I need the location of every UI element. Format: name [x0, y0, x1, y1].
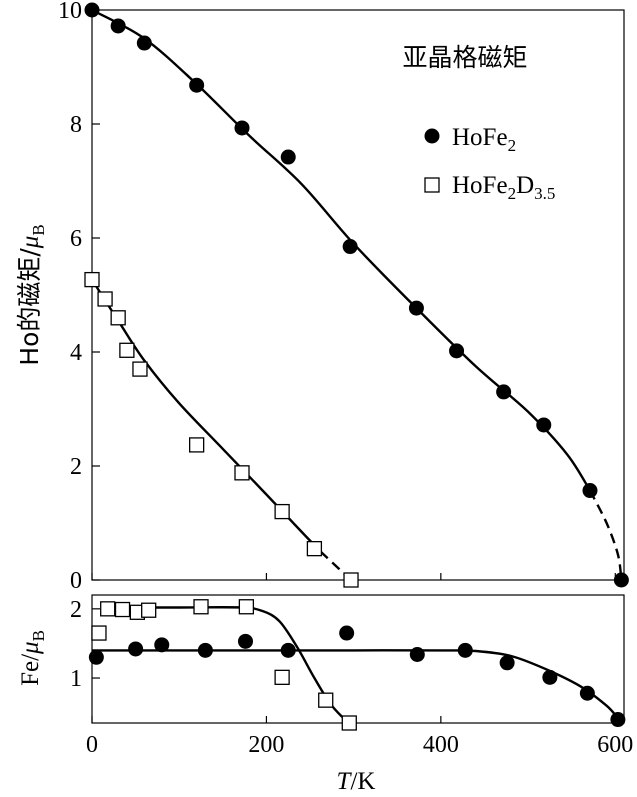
top-y-axis: 0 2 4 6 8 10: [58, 0, 100, 594]
top-point-hofe2d35-6: [234, 465, 250, 481]
top-point-hofe2-12: [613, 572, 629, 588]
chart-title: 亚晶格磁矩: [402, 43, 527, 72]
bottom-data-points: [88, 599, 626, 731]
bottom-y-axis-label: Fe/μB: [17, 630, 48, 686]
top-point-hofe2-0: [84, 2, 100, 18]
top-y-tick-label-4: 4: [70, 340, 82, 366]
top-y-tick-label-8: 8: [70, 112, 82, 138]
top-point-hofe2-6: [342, 239, 358, 255]
bottom-point-hofe2-7: [409, 647, 425, 663]
bottom-fit-curves: [92, 606, 619, 723]
bottom-point-hofe2-11: [579, 685, 595, 701]
top-point-hofe2-3: [189, 77, 205, 93]
bottom-point-hofe2d35-8: [318, 692, 334, 708]
top-point-hofe2d35-2: [110, 310, 126, 326]
bottom-y-tick-label-2: 2: [70, 597, 82, 623]
bottom-point-hofe2-3: [197, 642, 213, 658]
bottom-point-hofe2-10: [542, 669, 558, 685]
x-tick-label-600: 600: [597, 732, 633, 758]
top-point-hofe2-7: [408, 300, 424, 316]
top-fit-hofe2: [91, 8, 592, 492]
bottom-point-hofe2d35-6: [238, 599, 255, 615]
bottom-point-hofe2d35-9: [341, 715, 357, 731]
bottom-point-hofe2-2: [154, 637, 170, 653]
x-axis: 0 200 400 600: [86, 573, 633, 758]
top-point-hofe2-10: [536, 417, 552, 433]
top-point-hofe2d35-9: [343, 572, 359, 588]
legend-label-hofe2: HoFe2: [452, 124, 516, 155]
top-y-tick-label-10: 10: [58, 0, 82, 24]
top-point-hofe2d35-0: [84, 271, 100, 288]
bottom-panel: 12 0 200 400 600 Fe/μB T/K: [17, 573, 633, 795]
top-point-hofe2d35-5: [189, 437, 205, 453]
bottom-point-hofe2-0: [88, 649, 104, 665]
top-point-hofe2-2: [136, 35, 152, 51]
top-fit-curves: [90, 8, 623, 581]
x-tick-label-400: 400: [423, 732, 459, 758]
bottom-plot-frame: [91, 594, 625, 724]
bottom-point-hofe2d35-7: [274, 669, 290, 685]
top-y-tick-label-0: 0: [70, 568, 82, 594]
bottom-point-hofe2-6: [339, 625, 355, 641]
top-point-hofe2-5: [280, 149, 296, 165]
bottom-fit-hofe2d35: [105, 606, 350, 723]
bottom-point-hofe2d35-4: [141, 602, 157, 618]
bottom-point-hofe2-8: [457, 642, 473, 658]
top-point-hofe2d35-3: [119, 342, 135, 358]
legend-marker-hofe2: [424, 128, 440, 144]
top-point-hofe2d35-7: [274, 503, 290, 520]
legend: HoFe2 HoFe2D3.5: [424, 124, 555, 203]
bottom-point-hofe2-4: [237, 633, 253, 649]
x-tick-label-0: 0: [86, 732, 98, 758]
top-fit-hofe2-dashed: [588, 489, 623, 581]
x-axis-label: T/K: [337, 768, 376, 795]
top-y-tick-label-6: 6: [70, 226, 82, 252]
top-y-axis-label: Ho的磁矩/μB: [15, 224, 48, 365]
bottom-point-hofe2-12: [610, 712, 626, 728]
top-point-hofe2-4: [234, 120, 250, 136]
top-y-tick-label-2: 2: [70, 454, 82, 480]
top-panel: 0 2 4 6 8 10 亚晶格磁矩 HoFe2 HoFe2D3.5 Ho的磁矩/μB: [15, 0, 629, 594]
bottom-point-hofe2d35-2: [114, 601, 131, 618]
legend-marker-hofe2d35: [424, 177, 440, 193]
top-point-hofe2d35-8: [306, 541, 323, 557]
bottom-point-hofe2-1: [128, 641, 144, 657]
x-tick-label-200: 200: [248, 732, 284, 758]
top-point-hofe2-8: [449, 343, 465, 359]
bottom-point-hofe2d35-0: [91, 625, 107, 641]
bottom-point-hofe2d35-5: [193, 599, 209, 615]
top-point-hofe2-9: [496, 384, 512, 400]
top-data-points: [84, 2, 629, 588]
top-point-hofe2d35-4: [132, 361, 148, 377]
bottom-point-hofe2-9: [499, 655, 515, 671]
top-point-hofe2-1: [110, 18, 126, 34]
top-point-hofe2-11: [582, 483, 598, 499]
bottom-y-axis: 12: [70, 597, 100, 692]
bottom-y-tick-label-1: 1: [70, 666, 82, 692]
bottom-point-hofe2-5: [280, 642, 296, 658]
top-point-hofe2d35-1: [97, 291, 113, 307]
bottom-fit-hofe2: [92, 649, 619, 720]
top-plot-frame: [91, 9, 625, 581]
legend-label-hofe2d35: HoFe2D3.5: [452, 172, 555, 203]
bottom-point-hofe2d35-1: [100, 601, 116, 617]
